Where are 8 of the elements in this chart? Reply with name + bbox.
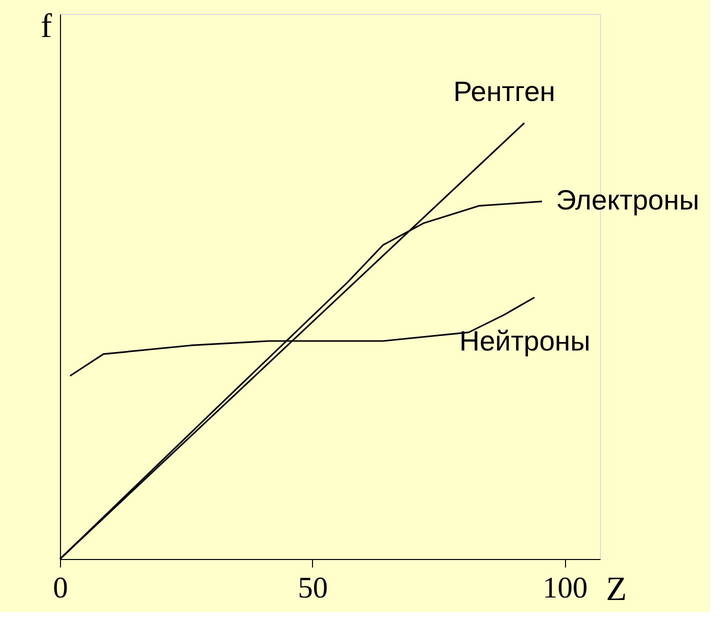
x-tick-label: 50 [298, 572, 328, 604]
y-axis-title: f [40, 8, 53, 45]
series-label: Нейтроны [459, 325, 590, 356]
x-tick-label: 100 [542, 572, 588, 604]
series-label: Электроны [556, 184, 700, 216]
series-label: Рентген [453, 76, 556, 107]
x-axis-title: Z [606, 571, 627, 608]
x-tick-label: 0 [53, 572, 68, 604]
